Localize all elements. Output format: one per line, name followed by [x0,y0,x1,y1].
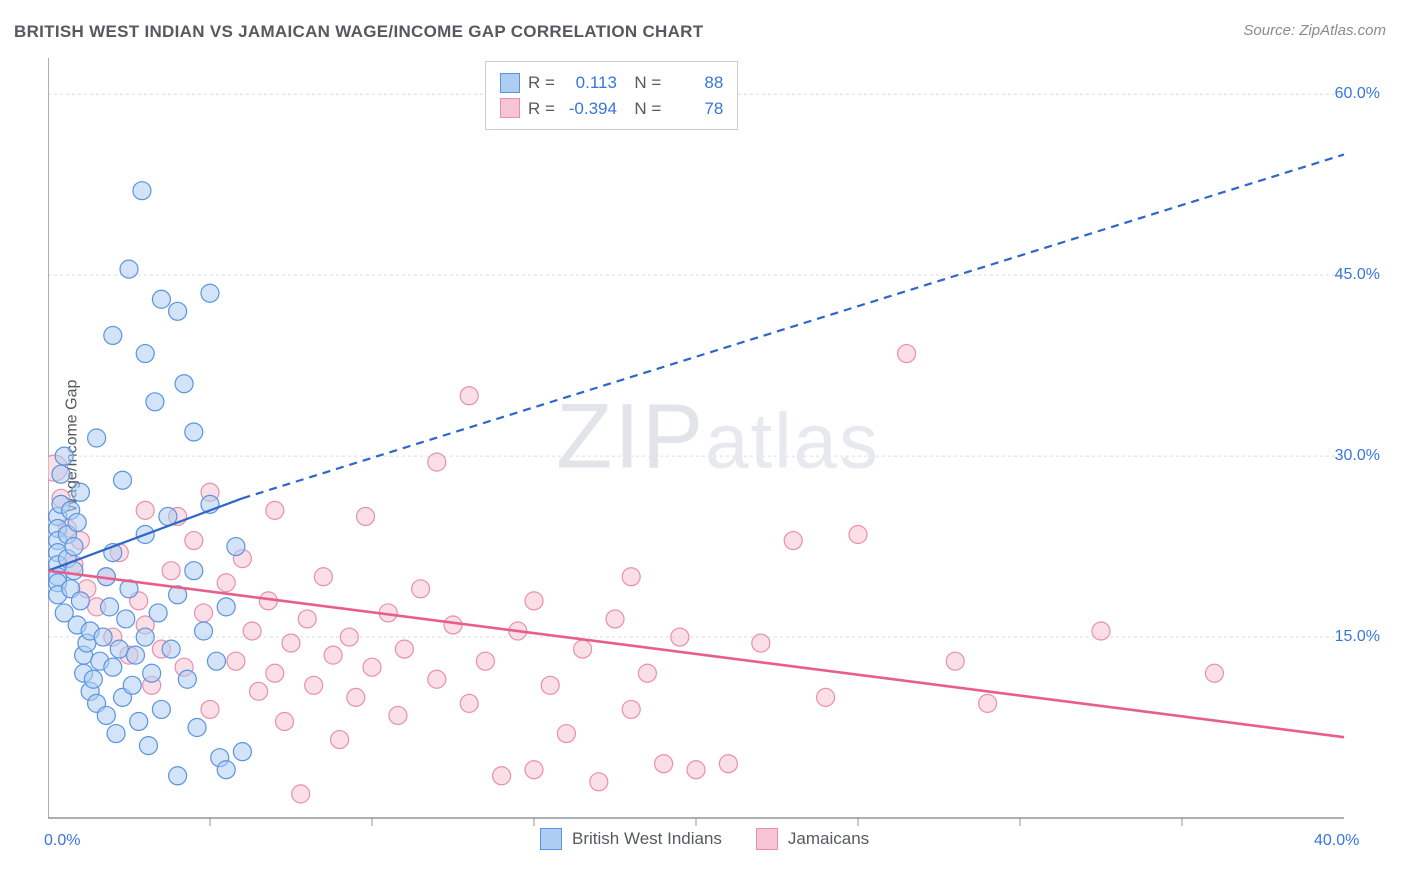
stats-r-value: 0.113 [563,70,617,96]
stats-legend-row: R = 0.113 N = 88 [500,70,723,96]
stats-n-value: 78 [669,96,723,122]
stats-r-value: -0.394 [563,96,617,122]
source-attribution: Source: ZipAtlas.com [1243,22,1386,39]
y-axis-tick: 15.0% [1335,628,1380,646]
source-name: ZipAtlas.com [1299,22,1386,39]
stats-r-label: R = [528,70,555,96]
source-prefix: Source: [1243,22,1299,39]
correlation-stats-legend: R = 0.113 N = 88 R = -0.394 N = 78 [485,61,738,130]
chart-area: ZIPatlas R =0.113 N =88R =-0.394 N =78 B… [48,58,1388,848]
legend-swatch-pink [756,828,778,850]
x-axis-tick-40: 40.0% [1314,832,1359,850]
series-legend: British West Indians Jamaicans [540,828,869,850]
stats-r-label: R = [528,96,555,122]
legend-label-pink: Jamaicans [788,829,869,849]
stats-swatch-pink [500,98,520,118]
stats-legend-row: R = -0.394 N = 78 [500,96,723,122]
legend-item-pink: Jamaicans [756,828,869,850]
legend-swatch-blue [540,828,562,850]
x-axis-tick-0: 0.0% [44,832,80,850]
legend-label-blue: British West Indians [572,829,722,849]
y-axis-tick: 60.0% [1335,85,1380,103]
stats-n-label: N = [625,70,661,96]
stats-n-label: N = [625,96,661,122]
stats-swatch-blue [500,73,520,93]
scatter-plot-svg [48,58,1388,848]
y-axis-tick: 45.0% [1335,266,1380,284]
legend-item-blue: British West Indians [540,828,722,850]
stats-n-value: 88 [669,70,723,96]
chart-title: BRITISH WEST INDIAN VS JAMAICAN WAGE/INC… [14,22,703,42]
y-axis-tick: 30.0% [1335,447,1380,465]
